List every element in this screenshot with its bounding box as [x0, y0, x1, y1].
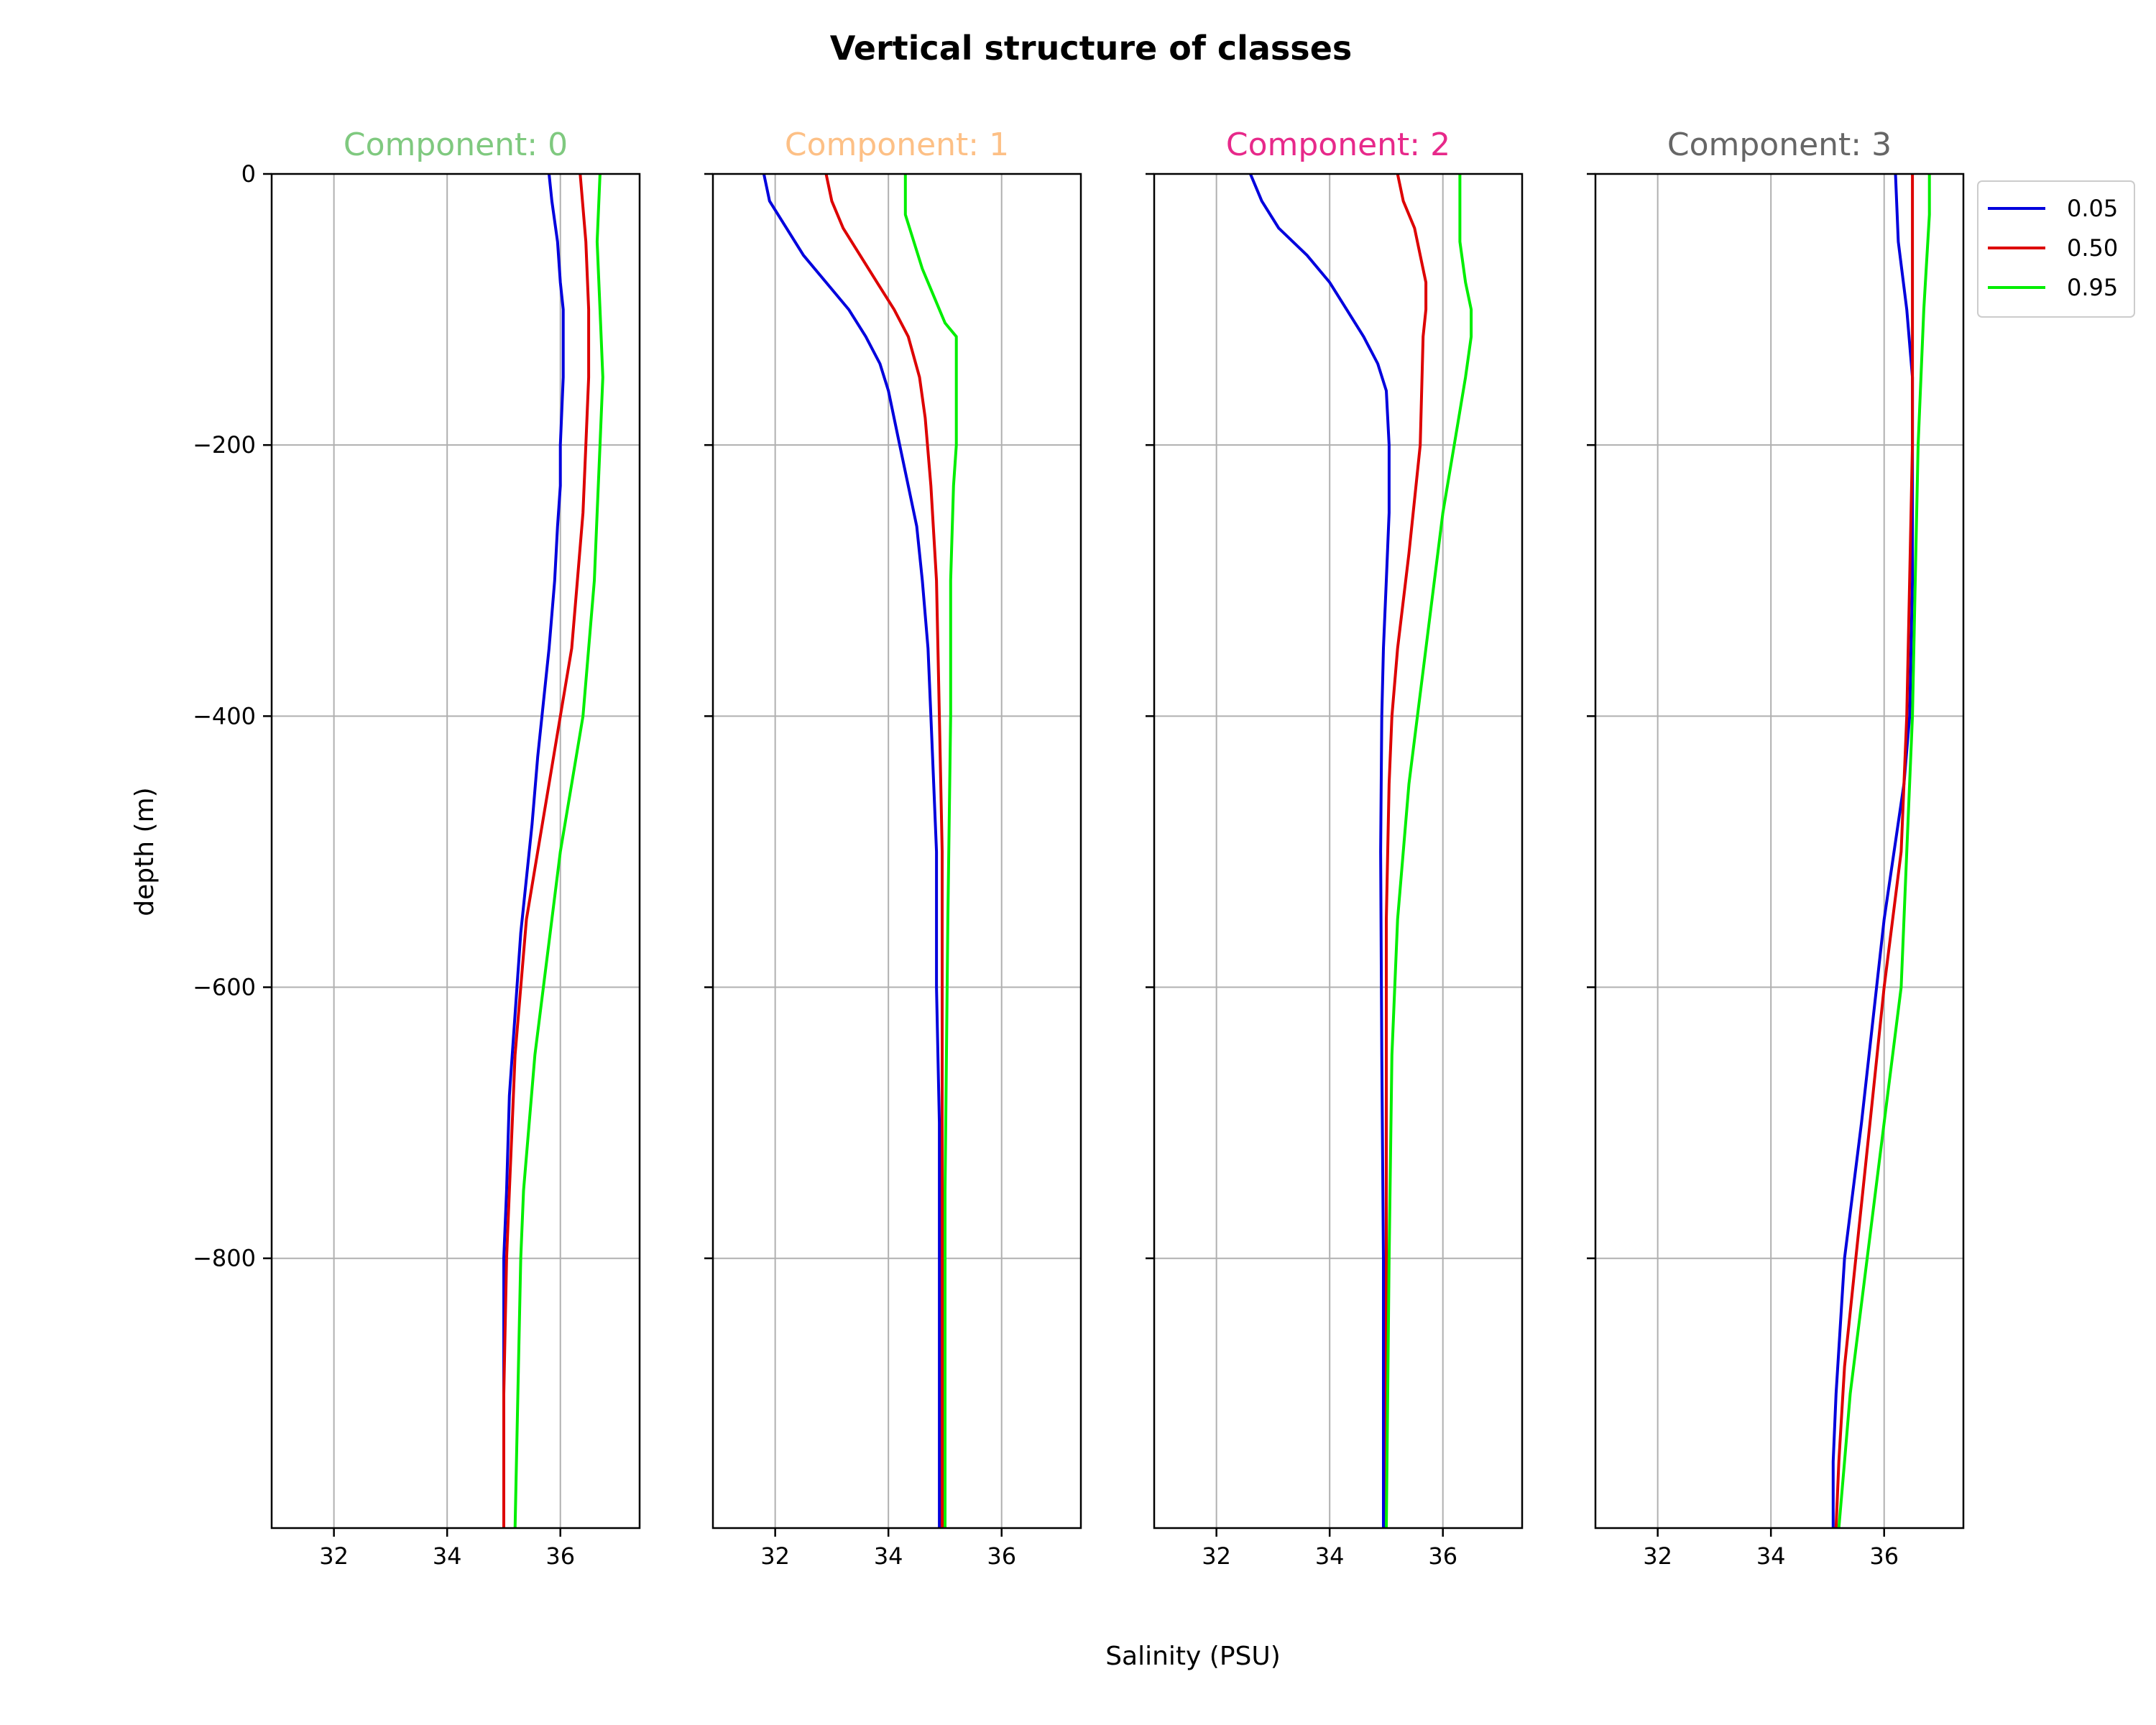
series-line-0.95 [1385, 174, 1473, 1529]
y-tick-label: −800 [193, 1245, 256, 1272]
panel-frame [1594, 172, 1965, 1530]
y-axis-label: depth (m) [130, 787, 160, 916]
y-tick-label: −200 [193, 431, 256, 459]
legend: 0.05 0.50 0.95 [1977, 180, 2135, 318]
legend-box [1977, 180, 2135, 318]
series-line-0.50 [824, 173, 944, 1528]
panel-title: Component: 0 [344, 126, 568, 163]
series-line-0.50 [1834, 174, 1915, 1529]
x-axis-label: Salinity (PSU) [1105, 1642, 1281, 1671]
x-tick-label: 32 [1202, 1542, 1231, 1570]
panel-frame [711, 172, 1082, 1530]
x-tick-label: 34 [433, 1542, 462, 1570]
y-tick-label: −600 [193, 974, 256, 1001]
series-line-0.05 [1249, 173, 1391, 1528]
x-tick-label: 32 [1643, 1542, 1672, 1570]
x-tick-label: 34 [874, 1542, 903, 1570]
legend-label: 0.50 [2067, 234, 2118, 262]
x-tick-label: 32 [319, 1542, 349, 1570]
series-line-0.05 [502, 173, 565, 1528]
panel-2: 32 34 36 Component: 2 [1146, 126, 1524, 1570]
x-tick-label: 36 [1869, 1542, 1899, 1570]
x-tick-label: 34 [1756, 1542, 1786, 1570]
y-tick-label: −400 [193, 702, 256, 730]
panel-frame [1153, 172, 1524, 1530]
series-line-0.95 [903, 174, 958, 1528]
x-tick-label: 36 [545, 1542, 575, 1570]
series-line-0.05 [762, 173, 941, 1528]
series-line-0.95 [513, 173, 604, 1529]
legend-label: 0.95 [2067, 274, 2118, 301]
panel-title: Component: 2 [1226, 126, 1450, 163]
panel-3: 32 34 36 Component: 3 [1587, 126, 1965, 1570]
figure-title: Vertical structure of classes [830, 29, 1353, 68]
legend-label: 0.05 [2067, 195, 2118, 222]
x-tick-label: 36 [1428, 1542, 1457, 1570]
panel-0: 32 34 36 0 −200 −400 −600 −800 Component: 0 [193, 126, 641, 1570]
series-line-0.50 [502, 173, 591, 1528]
x-tick-label: 36 [987, 1542, 1016, 1570]
x-tick-label: 34 [1315, 1542, 1345, 1570]
panel-title: Component: 3 [1667, 126, 1892, 163]
x-tick-label: 32 [760, 1542, 790, 1570]
panel-title: Component: 1 [785, 126, 1009, 163]
y-tick-label: 0 [241, 160, 256, 188]
panel-1: 32 34 36 Component: 1 [704, 126, 1082, 1570]
series-line-0.95 [1837, 174, 1931, 1529]
panel-frame [270, 172, 641, 1530]
series-line-0.50 [1385, 173, 1428, 1528]
